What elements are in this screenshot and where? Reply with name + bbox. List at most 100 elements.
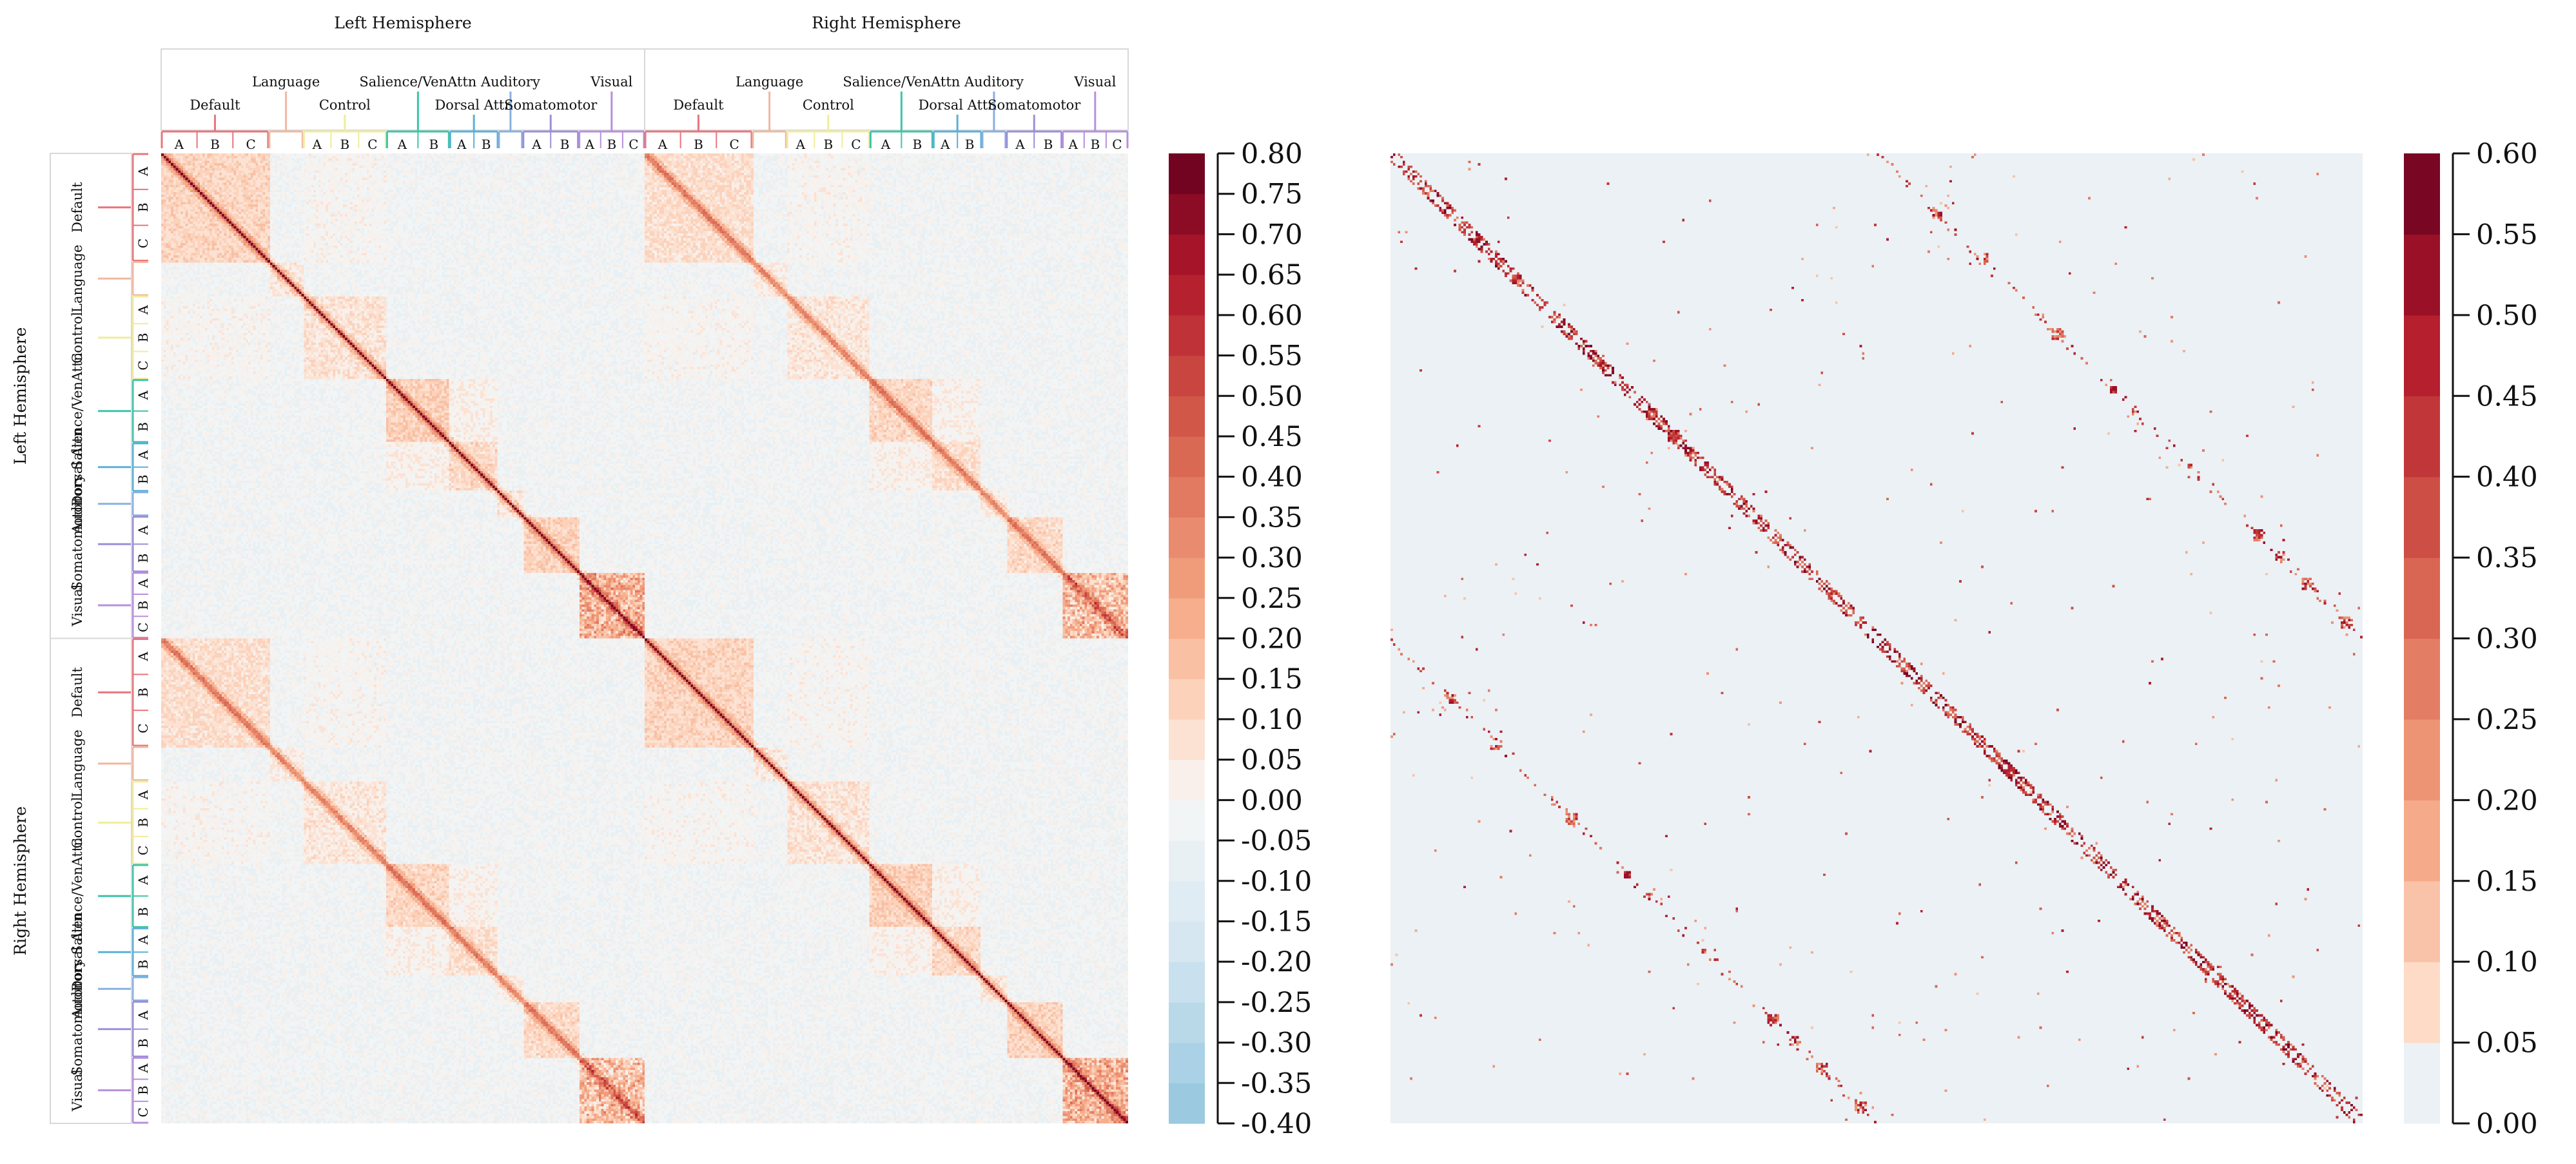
network-label-top: Dorsal Attn	[918, 97, 996, 113]
colorbar-tick-label: 0.45	[2476, 380, 2538, 412]
colorbar-bin	[1169, 719, 1205, 761]
network-label-side: Dorsal Attn	[70, 428, 85, 506]
colorbar-tick-label: 0.60	[1241, 300, 1303, 332]
network-label-top: Salience/VenAttn	[359, 74, 476, 90]
subnetwork-label-side: A	[135, 525, 151, 536]
subnetwork-label-top: B	[824, 137, 834, 152]
colorbar-tick-label: 0.55	[1241, 340, 1303, 373]
side-hemisphere-labels: Left Hemisphere Right Hemisphere	[11, 153, 132, 1124]
subnetwork-label-top: B	[965, 137, 975, 152]
network-label-top: Somatomotor	[504, 97, 598, 113]
subnetwork-label-top: A	[456, 137, 467, 152]
subnetwork-label-side: A	[135, 450, 151, 460]
subnetwork-label-side: B	[135, 1038, 151, 1048]
colorbar-tick-label: -0.10	[1241, 866, 1312, 898]
subnetwork-label-side: A	[135, 790, 151, 800]
colorbar-tick-label: 0.35	[1241, 501, 1303, 534]
network-label-top: Control	[319, 97, 371, 113]
subnetwork-label-side: C	[135, 1107, 151, 1117]
subnetwork-label-top: A	[1015, 137, 1025, 152]
colorbar-tick-label: 0.05	[1241, 744, 1303, 777]
network-label-top: Auditory	[480, 74, 540, 90]
subnetwork-label-side: A	[135, 166, 151, 177]
subnetwork-label-side: C	[135, 846, 151, 855]
network-label-top: Salience/VenAttn	[843, 74, 960, 90]
network-label-side: Auditory	[70, 959, 85, 1019]
colorbar-tick-label: 0.35	[2476, 542, 2538, 574]
subnetwork-label-top: B	[482, 137, 491, 152]
subnetwork-label-side: B	[135, 907, 151, 917]
network-label-top: Language	[736, 74, 803, 90]
subnetwork-label-top: A	[531, 137, 542, 152]
subnetwork-label-top: A	[881, 137, 891, 152]
left-colorbar: 0.80 0.75 0.70 0.65 0.60 0.55 0.50 0.45 0.40 0.35…	[1169, 138, 1312, 1140]
subnetwork-label-top: B	[429, 137, 438, 152]
colorbar-tick-label: 0.00	[2476, 1108, 2538, 1140]
colorbar-tick-label: 0.60	[2476, 138, 2538, 170]
network-label-side: Control	[70, 797, 85, 848]
colorbar-bin	[1169, 275, 1205, 316]
subnetwork-label-top: C	[729, 137, 739, 152]
colorbar-bin	[2404, 153, 2440, 235]
subnetwork-label-top: A	[658, 137, 668, 152]
left-heatmap-panel: Left Hemisphere Right Hemisphere Default A…	[11, 14, 1312, 1140]
colorbar-bin	[1169, 679, 1205, 720]
subnetwork-label-side: B	[135, 474, 151, 484]
hemisphere-box-left-top	[161, 48, 645, 131]
side-network-brackets: DefaultABCLanguageControlABCSalience/Ven…	[70, 153, 151, 1124]
colorbar-bin	[2404, 638, 2440, 720]
subnetwork-label-side: B	[135, 818, 151, 828]
colorbar-bin	[2404, 962, 2440, 1043]
network-label-side: Auditory	[70, 474, 85, 534]
colorbar-tick-label: 0.15	[2476, 866, 2538, 898]
network-label-top: Visual	[590, 74, 632, 90]
hemisphere-label-left-side: Left Hemisphere	[11, 327, 30, 465]
subnetwork-label-side: B	[135, 1085, 151, 1095]
colorbar-bin	[1169, 436, 1205, 478]
colorbar-tick-label: 0.20	[2476, 784, 2538, 817]
colorbar-tick-label: 0.00	[1241, 784, 1303, 817]
subnetwork-label-side: C	[135, 360, 151, 370]
colorbar-bin	[1169, 880, 1205, 922]
colorbar-bin	[1169, 800, 1205, 841]
colorbar-bin	[2404, 1042, 2440, 1124]
colorbar-tick-label: -0.05	[1241, 825, 1312, 857]
colorbar-bin	[1169, 517, 1205, 558]
subnetwork-label-top: B	[1044, 137, 1053, 152]
subnetwork-label-top: A	[940, 137, 950, 152]
right-colorbar: 0.60 0.55 0.50 0.45 0.40 0.35 0.30 0.25 0.20 0.15…	[2404, 138, 2538, 1140]
colorbar-bin	[2404, 396, 2440, 478]
colorbar-bin	[1169, 355, 1205, 396]
hemisphere-label-right-side: Right Hemisphere	[11, 806, 30, 956]
subnetwork-label-side: A	[135, 1010, 151, 1020]
subnetwork-label-side: B	[135, 960, 151, 969]
colorbar-tick-label: 0.80	[1241, 138, 1303, 170]
subnetwork-label-top: B	[607, 137, 616, 152]
hemisphere-label-left-top: Left Hemisphere	[334, 14, 471, 32]
colorbar-bin	[1169, 558, 1205, 599]
colorbar-tick-label: -0.15	[1241, 906, 1312, 938]
colorbar-bin	[1169, 153, 1205, 195]
subnetwork-label-side: A	[135, 305, 151, 315]
colorbar-bin	[2404, 558, 2440, 639]
colorbar-bin	[1169, 1002, 1205, 1043]
colorbar-tick-label: 0.30	[1241, 542, 1303, 574]
colorbar-bin	[1169, 315, 1205, 356]
colorbar-tick-label: 0.10	[2476, 946, 2538, 978]
network-label-top: Default	[190, 97, 240, 113]
colorbar-tick-label: -0.20	[1241, 946, 1312, 978]
subnetwork-label-top: B	[340, 137, 350, 152]
colorbar-bin	[2404, 234, 2440, 316]
subnetwork-label-top: C	[851, 137, 861, 152]
subnetwork-label-side: C	[135, 238, 151, 248]
colorbar-bin	[1169, 476, 1205, 518]
subnetwork-label-top: B	[560, 137, 570, 152]
colorbar-tick-label: -0.35	[1241, 1067, 1312, 1100]
colorbar-bin	[1169, 638, 1205, 679]
subnetwork-label-side: B	[135, 688, 151, 697]
subnetwork-label-side: A	[135, 1063, 151, 1074]
colorbar-tick-label: 0.55	[2476, 218, 2538, 251]
colorbar-tick-label: 0.30	[2476, 623, 2538, 655]
right-heatmap-matrix	[1390, 153, 2363, 1123]
